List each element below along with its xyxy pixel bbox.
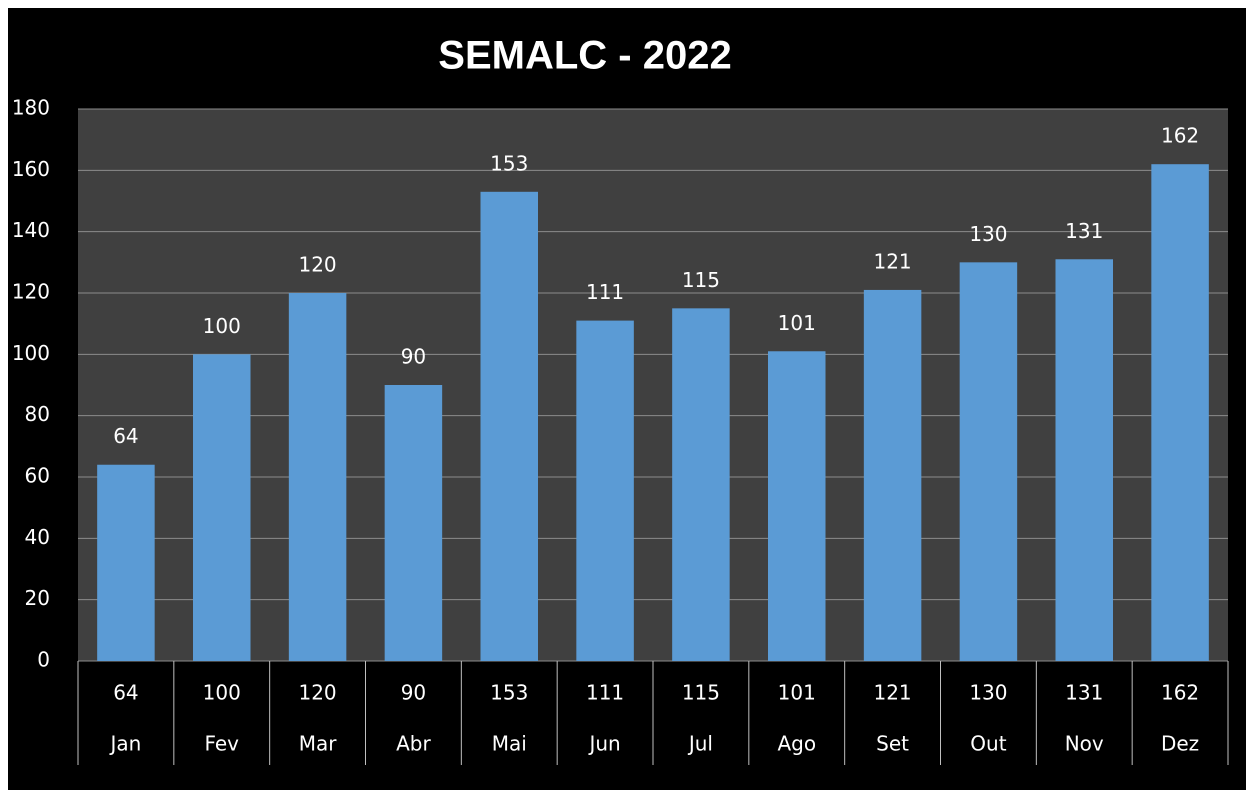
data-label: 120 (298, 253, 336, 277)
x-tick-label: Nov (1065, 732, 1104, 756)
x-tick-label: Mar (299, 732, 338, 756)
data-label: 111 (586, 280, 624, 304)
data-label: 130 (969, 222, 1007, 246)
x-tick-label: Out (970, 732, 1006, 756)
y-tick-label: 140 (12, 218, 50, 242)
chart-title: SEMALC - 2022 (438, 34, 731, 78)
y-tick-label: 120 (12, 280, 50, 304)
x-tick-label: Mai (492, 732, 527, 756)
data-label: 115 (682, 268, 720, 292)
table-value: 162 (1161, 681, 1199, 705)
y-tick-label: 40 (25, 525, 50, 549)
bar (1055, 259, 1113, 661)
data-label: 64 (113, 424, 138, 448)
y-tick-label: 80 (25, 402, 50, 426)
data-label: 131 (1065, 219, 1103, 243)
bar (288, 293, 347, 661)
table-value: 120 (298, 681, 336, 705)
x-tick-label: Set (876, 732, 909, 756)
x-tick-label: Jun (587, 732, 620, 756)
x-tick-label: Fev (204, 732, 239, 756)
bar (480, 191, 538, 662)
table-value: 64 (113, 681, 138, 705)
bar (97, 464, 155, 661)
bar (959, 262, 1018, 661)
x-tick-label: Dez (1161, 732, 1199, 756)
y-tick-label: 20 (25, 586, 50, 610)
y-tick-label: 100 (12, 341, 50, 365)
table-value: 131 (1065, 681, 1103, 705)
table-value: 153 (490, 681, 528, 705)
y-tick-label: 0 (37, 648, 50, 672)
plot-area (78, 109, 1228, 661)
y-tick-label: 180 (12, 96, 50, 120)
data-label: 90 (401, 345, 426, 369)
data-label: 162 (1161, 124, 1199, 148)
table-value: 111 (586, 681, 624, 705)
table-value: 100 (203, 681, 241, 705)
data-label: 153 (490, 151, 528, 175)
data-label: 121 (873, 249, 911, 273)
data-label: 101 (778, 311, 816, 335)
table-value: 130 (969, 681, 1007, 705)
bar (1151, 164, 1209, 661)
bar (672, 308, 730, 661)
bar (768, 351, 826, 661)
data-label: 100 (203, 314, 241, 338)
bar (576, 320, 634, 661)
bar (193, 354, 251, 661)
table-value: 101 (778, 681, 816, 705)
table-value: 115 (682, 681, 720, 705)
x-tick-label: Abr (396, 732, 431, 756)
x-tick-label: Ago (777, 732, 816, 756)
table-value: 121 (873, 681, 911, 705)
y-tick-label: 160 (12, 157, 50, 181)
x-tick-label: Jul (687, 732, 713, 756)
bar (863, 289, 922, 661)
y-tick-label: 60 (25, 464, 50, 488)
table-value: 90 (401, 681, 426, 705)
x-tick-label: Jan (108, 732, 141, 756)
bar (384, 385, 443, 661)
